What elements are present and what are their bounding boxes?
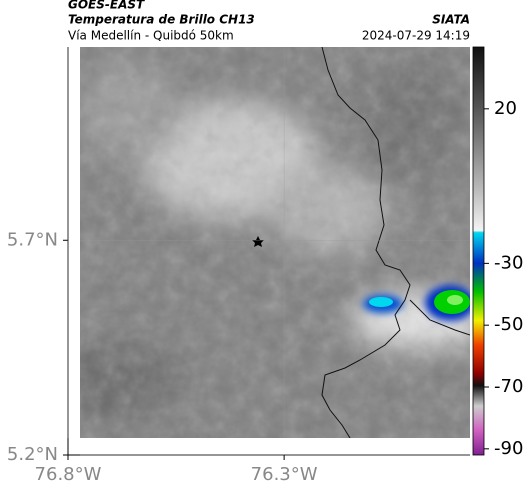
colorbar <box>472 46 485 456</box>
satellite-image <box>80 47 470 438</box>
lat-tick-label: 5.2°N <box>7 444 58 465</box>
lat-tick-label: 5.7°N <box>7 229 58 250</box>
region: Vía Medellín - Quibdó 50km <box>68 29 234 43</box>
colorbar-tick-label: -90 <box>494 438 523 459</box>
product-title: Temperatura de Brillo CH13 <box>68 13 255 27</box>
colorbar-tick-label: -70 <box>494 376 523 397</box>
lon-tick-label: 76.8°W <box>35 464 102 485</box>
location-marker <box>252 236 264 247</box>
source: SIATA <box>432 13 470 27</box>
border-line <box>321 47 411 438</box>
colorbar-tick-label: -50 <box>494 314 523 335</box>
satellite-name: GOES-EAST <box>68 0 145 12</box>
border-line <box>409 299 470 336</box>
colorbar-tick-label: 20 <box>494 98 517 119</box>
lon-tick-label: 76.3°W <box>251 464 318 485</box>
colorbar-tick-label: -30 <box>494 252 523 273</box>
timestamp: 2024-07-29 14:19 <box>362 29 470 43</box>
